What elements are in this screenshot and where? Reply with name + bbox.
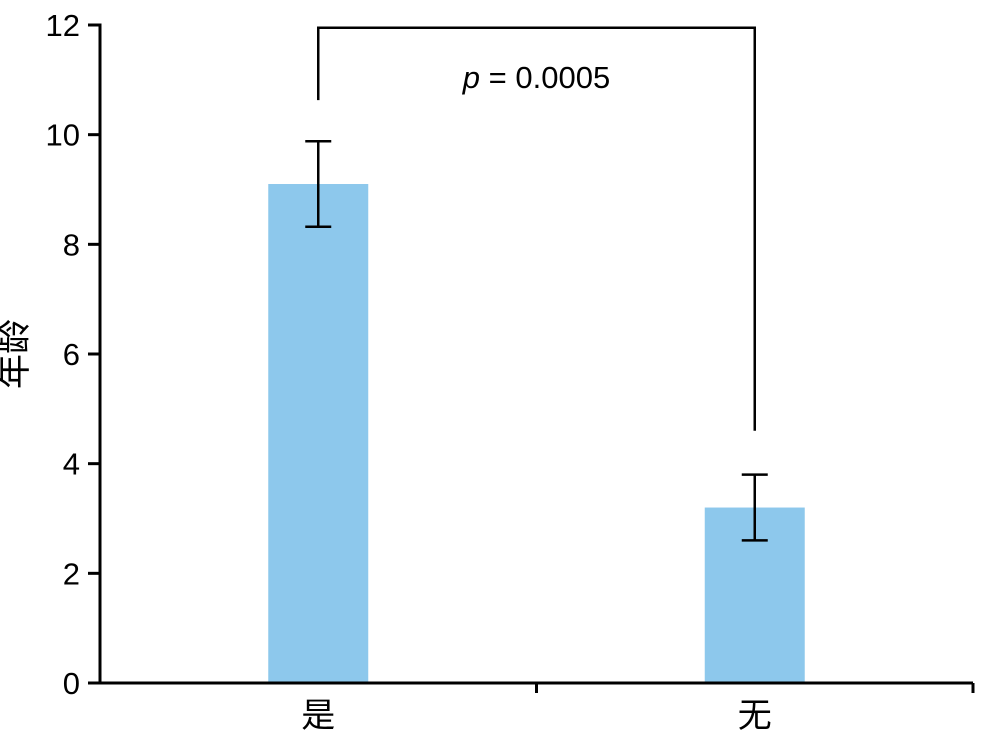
bar-1 <box>268 184 369 683</box>
y-tick-label: 6 <box>63 337 80 372</box>
y-axis-title: 年龄 <box>0 319 34 389</box>
y-tick-label: 0 <box>63 666 80 701</box>
y-tick-label: 10 <box>46 118 80 153</box>
x-category-label-1: 是 <box>301 697 335 735</box>
y-tick-label: 2 <box>63 556 80 591</box>
p-value-annotation: p = 0.0005 <box>462 60 610 95</box>
y-tick-label: 12 <box>46 8 80 43</box>
y-tick-label: 8 <box>63 227 80 262</box>
significance-bracket <box>317 26 756 431</box>
x-category-label-2: 无 <box>738 697 772 735</box>
y-tick-label: 4 <box>63 447 80 482</box>
